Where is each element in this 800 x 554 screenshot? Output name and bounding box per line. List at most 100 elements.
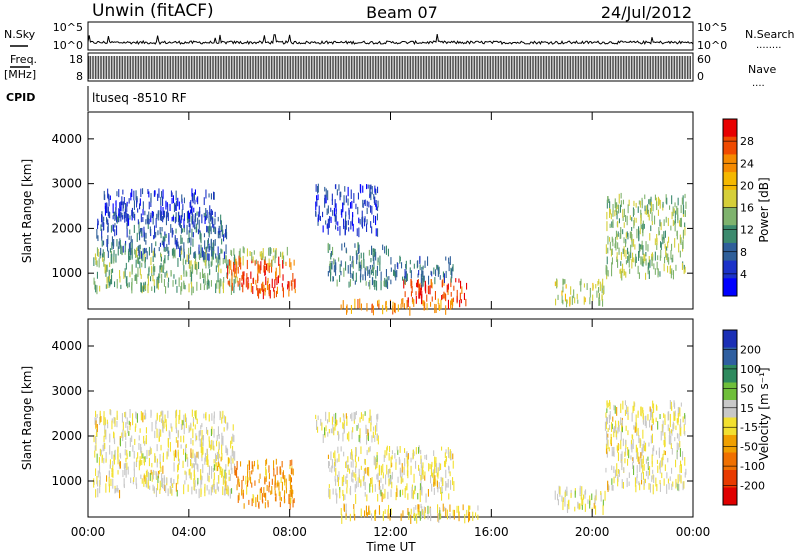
data-mark <box>258 288 260 294</box>
data-mark <box>209 269 211 275</box>
data-mark <box>176 489 178 497</box>
data-mark <box>618 469 620 477</box>
data-mark <box>607 480 609 491</box>
data-mark <box>194 424 196 430</box>
data-mark <box>135 460 137 467</box>
data-mark <box>123 478 125 487</box>
data-mark <box>189 209 191 214</box>
data-mark <box>318 211 320 221</box>
data-mark <box>659 468 661 474</box>
data-mark <box>642 407 644 414</box>
data-mark <box>684 222 686 227</box>
data-mark <box>375 215 377 226</box>
data-mark <box>220 220 222 231</box>
data-mark <box>213 191 215 200</box>
data-mark <box>280 251 282 258</box>
data-mark <box>124 215 126 223</box>
data-mark <box>95 410 97 418</box>
data-mark <box>142 253 144 262</box>
colorbar-segment <box>723 330 737 348</box>
data-mark <box>101 220 103 227</box>
data-mark <box>412 490 414 499</box>
data-mark <box>659 462 661 470</box>
data-mark <box>367 184 369 189</box>
data-mark <box>96 476 98 485</box>
data-mark <box>153 266 155 276</box>
data-mark <box>114 417 116 426</box>
data-mark <box>237 280 239 287</box>
data-mark <box>160 267 162 273</box>
data-mark <box>677 197 679 206</box>
data-mark <box>220 411 222 418</box>
data-mark <box>676 205 678 215</box>
data-mark <box>226 488 228 495</box>
data-mark <box>450 278 452 288</box>
data-mark <box>465 298 467 307</box>
data-mark <box>620 403 622 414</box>
data-mark <box>564 293 566 302</box>
data-mark <box>190 237 192 246</box>
data-mark <box>105 264 107 271</box>
data-mark <box>630 455 632 460</box>
data-mark <box>397 449 399 455</box>
data-mark <box>125 411 127 419</box>
data-mark <box>129 451 131 457</box>
data-mark <box>422 300 424 306</box>
data-mark <box>615 430 617 438</box>
data-mark <box>354 280 356 285</box>
data-mark <box>388 469 390 475</box>
data-mark <box>276 482 278 488</box>
data-mark <box>215 462 217 467</box>
data-mark <box>131 242 133 250</box>
data-mark <box>121 432 123 438</box>
data-mark <box>180 444 182 449</box>
data-mark <box>329 260 331 271</box>
data-mark <box>630 440 632 450</box>
data-mark <box>264 256 266 266</box>
data-mark <box>289 497 291 505</box>
data-mark <box>160 211 162 222</box>
data-mark <box>617 474 619 479</box>
data-mark <box>215 453 217 464</box>
data-mark <box>437 504 439 514</box>
data-mark <box>125 262 127 270</box>
data-mark <box>366 512 368 517</box>
data-mark <box>203 212 205 218</box>
data-mark <box>349 264 351 274</box>
data-mark <box>622 438 624 447</box>
data-mark <box>637 427 639 436</box>
data-mark <box>437 486 439 493</box>
freq-strip: Freq. [MHz] 18 8 60 0 Nave .... <box>4 52 776 89</box>
data-mark <box>640 221 642 228</box>
data-mark <box>607 235 609 245</box>
data-mark <box>374 279 376 287</box>
data-mark <box>371 435 373 443</box>
data-mark <box>364 199 366 207</box>
data-mark <box>400 476 402 484</box>
data-mark <box>219 278 221 288</box>
data-mark <box>603 285 605 294</box>
colorbar-tick-label: -100 <box>740 460 765 473</box>
data-mark <box>217 216 219 222</box>
data-mark <box>159 480 161 491</box>
data-mark <box>125 432 127 441</box>
data-mark <box>620 200 622 208</box>
data-mark <box>221 417 223 424</box>
data-mark <box>431 483 433 492</box>
data-mark <box>208 280 210 289</box>
data-mark <box>207 226 209 234</box>
data-mark <box>119 276 121 283</box>
data-mark <box>670 225 672 231</box>
data-mark <box>180 253 182 261</box>
data-mark <box>359 298 361 309</box>
colorbar-tick-label: 50 <box>740 382 754 395</box>
data-mark <box>611 422 613 432</box>
data-mark <box>160 262 162 270</box>
data-mark <box>263 265 265 273</box>
data-mark <box>276 276 278 286</box>
data-mark <box>264 266 266 272</box>
data-mark <box>645 272 647 280</box>
data-mark <box>632 457 634 463</box>
data-mark <box>397 304 399 312</box>
data-mark <box>196 463 198 470</box>
